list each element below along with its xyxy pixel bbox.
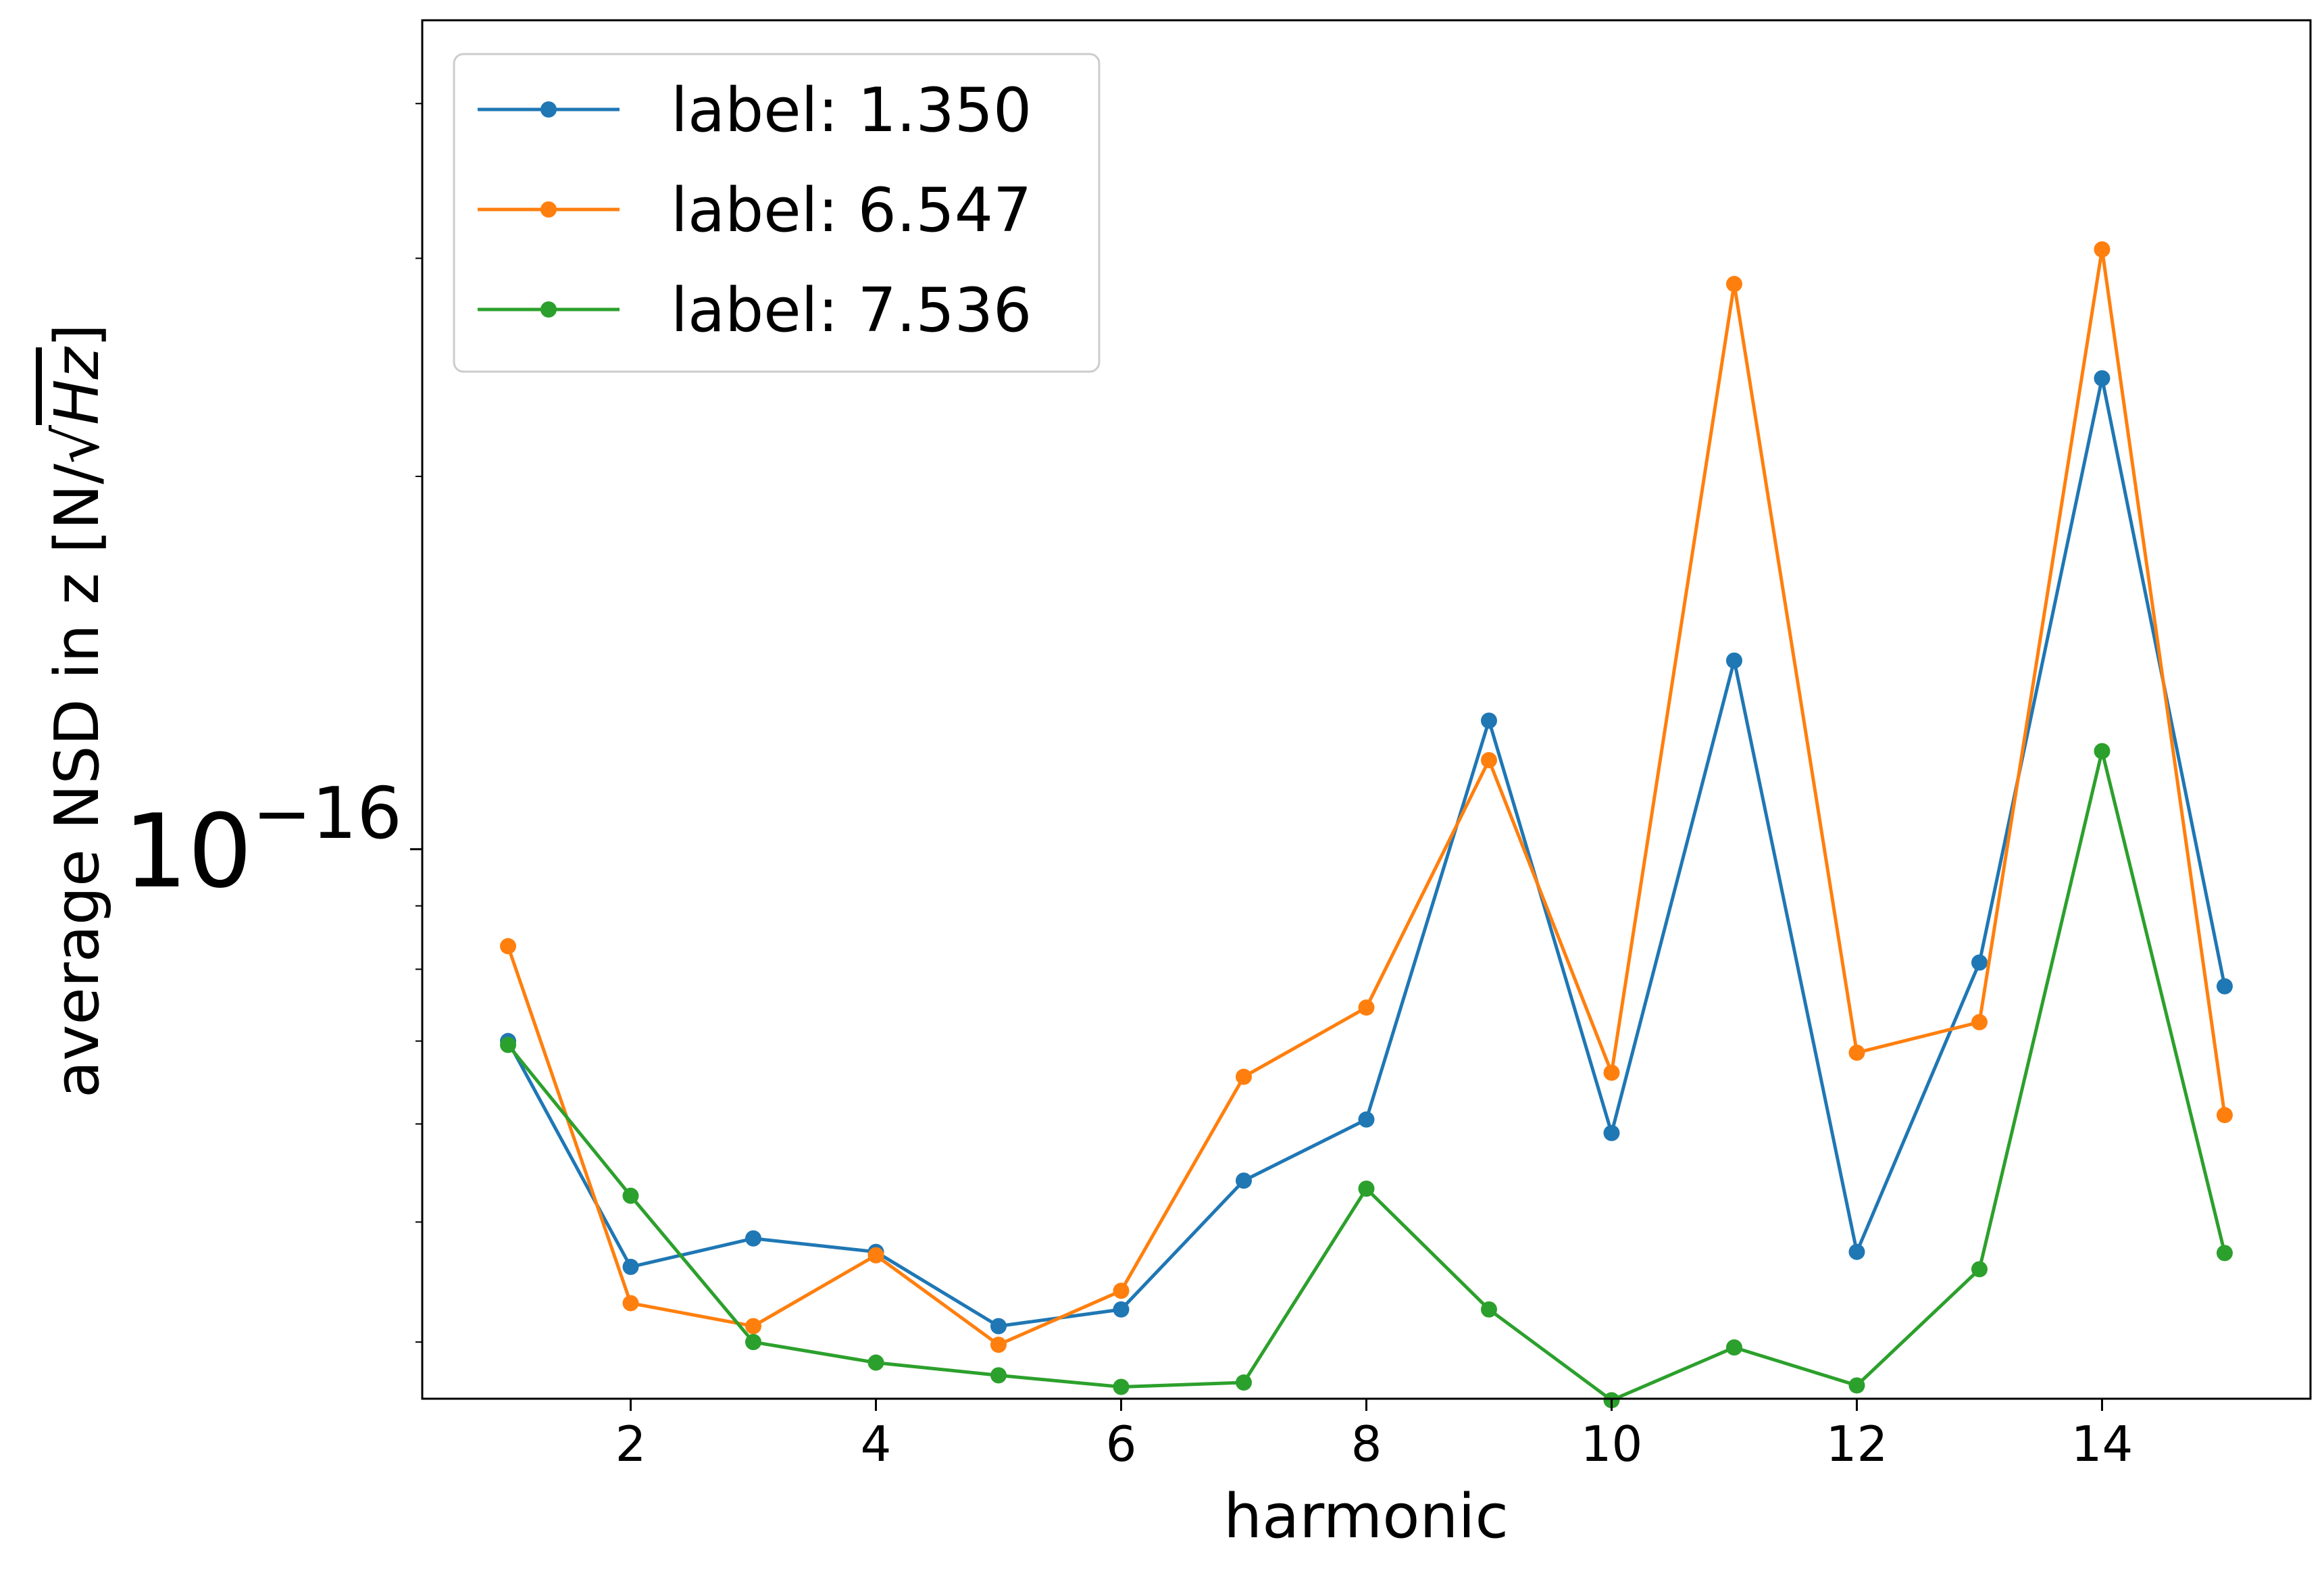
- data-point: [745, 1334, 762, 1351]
- data-point: [745, 1230, 762, 1247]
- data-point: [990, 1318, 1007, 1335]
- y-tick-label-major: 10−16: [124, 772, 402, 911]
- data-point: [1236, 1374, 1253, 1391]
- y-axis-label-prefix: average NSD in z [N/: [42, 464, 113, 1098]
- data-point: [2094, 241, 2111, 258]
- data-point: [1725, 652, 1742, 669]
- legend-marker: [540, 101, 557, 118]
- data-point: [1480, 712, 1497, 729]
- x-tick-label: 2: [615, 1416, 647, 1472]
- data-point: [1725, 276, 1742, 293]
- data-point: [745, 1318, 762, 1335]
- x-axis-label: harmonic: [1223, 1481, 1509, 1552]
- data-point: [1480, 1301, 1497, 1318]
- data-point: [622, 1187, 639, 1204]
- x-tick-label: 14: [2071, 1416, 2133, 1472]
- data-point: [1236, 1068, 1253, 1085]
- data-point: [622, 1295, 639, 1312]
- legend-marker: [540, 201, 557, 218]
- data-point: [1848, 1044, 1865, 1061]
- data-point: [1358, 999, 1375, 1016]
- x-tick-label: 12: [1826, 1416, 1888, 1472]
- x-tick-label: 10: [1581, 1416, 1643, 1472]
- data-point: [1848, 1243, 1865, 1260]
- legend-frame: [453, 53, 1101, 373]
- data-point: [1358, 1180, 1375, 1197]
- data-point: [1848, 1377, 1865, 1394]
- y-axis: 10−16: [124, 103, 422, 1343]
- data-point: [1971, 954, 1988, 971]
- y-tick-exponent: −16: [252, 772, 402, 855]
- data-point: [1603, 1064, 1620, 1081]
- x-tick-label: 4: [861, 1416, 892, 1472]
- data-point: [867, 1247, 884, 1264]
- data-point: [622, 1258, 639, 1275]
- legend-label: label: 6.547: [671, 175, 1032, 246]
- data-point: [2094, 743, 2111, 759]
- y-axis-label-radicand: Hz: [42, 346, 113, 425]
- data-point: [2216, 978, 2233, 995]
- x-axis: 2 4 6 8 10 12 14: [615, 1399, 2133, 1472]
- series-layer: [500, 241, 2233, 1409]
- x-tick-label: 6: [1106, 1416, 1137, 1472]
- legend-marker: [540, 301, 557, 318]
- data-point: [1971, 1261, 1988, 1278]
- data-point: [2216, 1245, 2233, 1262]
- data-point: [990, 1367, 1007, 1384]
- series-2: [500, 241, 2233, 1353]
- data-point: [1113, 1378, 1130, 1395]
- data-point: [1358, 1111, 1375, 1128]
- legend-label: label: 1.350: [671, 75, 1032, 146]
- data-point: [500, 938, 517, 955]
- y-tick-base: 10: [124, 793, 253, 911]
- legend: label: 1.350 label: 6.547 label: 7.536: [453, 53, 1101, 373]
- data-point: [500, 1037, 517, 1053]
- sqrt-symbol: √: [42, 424, 113, 464]
- data-point: [1236, 1172, 1253, 1189]
- data-point: [990, 1337, 1007, 1353]
- data-point: [2216, 1107, 2233, 1124]
- data-point: [1480, 752, 1497, 769]
- legend-label: label: 7.536: [671, 275, 1032, 346]
- data-point: [1971, 1014, 1988, 1030]
- y-axis-label-suffix: ]: [42, 324, 113, 347]
- data-point: [1603, 1124, 1620, 1141]
- data-point: [2094, 370, 2111, 387]
- x-tick-label: 8: [1351, 1416, 1382, 1472]
- data-point: [1113, 1301, 1130, 1318]
- data-point: [1113, 1282, 1130, 1299]
- y-axis-label: average NSD in z [N/√Hz]: [42, 324, 113, 1098]
- series-3: [500, 743, 2233, 1409]
- data-point: [867, 1354, 884, 1371]
- data-point: [1725, 1339, 1742, 1356]
